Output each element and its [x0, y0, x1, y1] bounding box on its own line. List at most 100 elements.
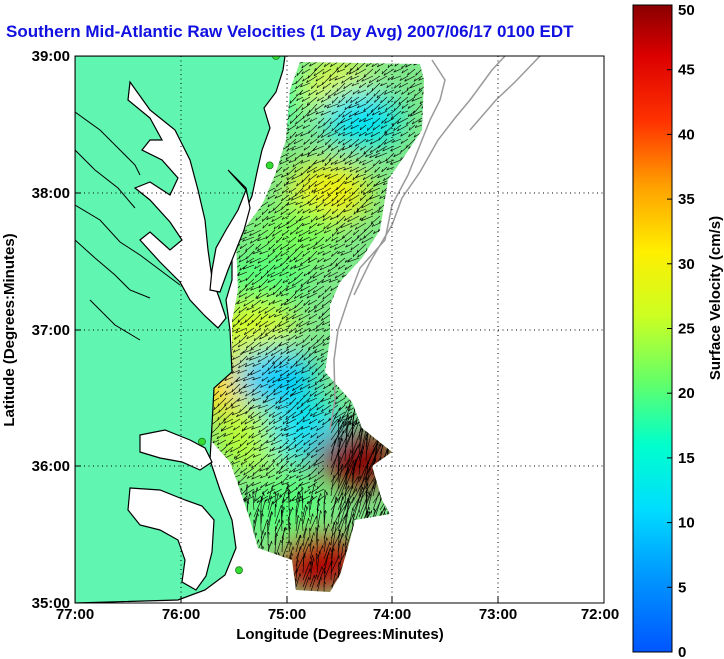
- velocity-vector-head: [344, 107, 347, 111]
- velocity-vector: [308, 180, 318, 189]
- velocity-vector-head: [268, 385, 271, 389]
- velocity-vector: [334, 271, 346, 279]
- velocity-vector: [374, 166, 381, 173]
- velocity-vector: [224, 397, 234, 406]
- velocity-vector-head: [300, 426, 304, 430]
- velocity-vector-head: [374, 71, 376, 75]
- velocity-vector: [289, 271, 297, 277]
- velocity-vector: [371, 208, 381, 216]
- velocity-vector-head: [275, 258, 278, 262]
- velocity-vector-head: [272, 233, 275, 237]
- velocity-vector-head: [356, 67, 359, 71]
- velocity-vector-head: [239, 322, 242, 326]
- velocity-vector: [314, 383, 325, 391]
- velocity-vector: [296, 404, 304, 410]
- velocity-vector-head: [330, 288, 333, 292]
- velocity-vector-head: [239, 391, 243, 394]
- velocity-vector: [370, 138, 381, 145]
- velocity-vector-head: [237, 450, 240, 454]
- velocity-vector-head: [274, 210, 277, 214]
- velocity-vector: [331, 124, 339, 132]
- velocity-vector: [296, 474, 304, 479]
- velocity-vector-head: [241, 428, 243, 432]
- velocity-vector-head: [303, 394, 305, 398]
- velocity-vector-head: [277, 492, 280, 496]
- velocity-vector: [344, 476, 359, 497]
- velocity-vector: [237, 446, 248, 454]
- velocity-vector: [287, 215, 297, 225]
- velocity-vector: [266, 467, 276, 476]
- velocity-vector: [287, 483, 290, 504]
- velocity-vector-head: [294, 169, 297, 173]
- velocity-vector-head: [310, 427, 313, 430]
- velocity-vector: [330, 159, 339, 165]
- velocity-vector: [323, 510, 326, 532]
- velocity-vector-head: [278, 552, 280, 556]
- velocity-vector: [316, 538, 318, 553]
- velocity-vector: [330, 407, 340, 427]
- velocity-vector: [321, 299, 332, 308]
- y-tick-label: 37:00: [32, 322, 70, 339]
- velocity-vector-head: [321, 303, 324, 308]
- velocity-vector: [346, 68, 353, 76]
- velocity-vector: [260, 383, 269, 388]
- velocity-vector: [301, 187, 311, 193]
- velocity-vector-head: [418, 87, 421, 91]
- velocity-vector-head: [339, 529, 341, 533]
- velocity-vector-head: [308, 346, 310, 350]
- velocity-vector: [351, 476, 366, 504]
- velocity-vector-head: [296, 406, 299, 410]
- velocity-vector-head: [238, 365, 241, 369]
- velocity-vector-head: [380, 100, 382, 104]
- colorbar-tick-label: 20: [678, 385, 695, 402]
- velocity-vector-head: [341, 438, 343, 442]
- velocity-vector-head: [318, 294, 320, 299]
- velocity-vector-head: [351, 191, 354, 195]
- velocity-vector-head: [407, 105, 410, 109]
- velocity-vector: [337, 250, 346, 254]
- velocity-vector: [336, 82, 346, 92]
- velocity-vector-head: [348, 162, 352, 165]
- velocity-vector-head: [349, 500, 351, 504]
- velocity-vector: [314, 103, 325, 111]
- velocity-vector-head: [303, 552, 306, 556]
- velocity-vector-head: [306, 281, 309, 284]
- velocity-vector-head: [306, 247, 309, 251]
- velocity-vector-head: [296, 183, 298, 187]
- velocity-vector: [307, 96, 318, 106]
- map-plot: [75, 56, 604, 603]
- velocity-vector-head: [331, 181, 334, 185]
- velocity-vector-head: [291, 176, 294, 180]
- velocity-vector: [289, 467, 297, 474]
- velocity-vector-head: [252, 421, 255, 424]
- velocity-vector: [406, 96, 416, 104]
- velocity-vector: [235, 453, 248, 460]
- velocity-vector-head: [286, 182, 289, 185]
- speed-region: [214, 299, 295, 360]
- velocity-vector: [259, 467, 269, 472]
- velocity-vector: [254, 264, 262, 270]
- velocity-vector-head: [248, 435, 250, 439]
- velocity-vector-head: [260, 332, 263, 336]
- velocity-vector: [308, 264, 318, 275]
- velocity-vector-head: [334, 439, 337, 443]
- velocity-vector: [308, 229, 318, 235]
- velocity-vector-head: [378, 112, 381, 116]
- velocity-vector: [290, 362, 297, 369]
- velocity-vector: [368, 75, 381, 84]
- velocity-vector: [364, 131, 374, 136]
- velocity-vector-head: [302, 78, 305, 82]
- velocity-vector: [260, 513, 263, 525]
- velocity-vector-head: [299, 492, 301, 496]
- velocity-vector-head: [326, 492, 328, 496]
- velocity-vector: [331, 180, 339, 185]
- velocity-vector-head: [224, 378, 227, 381]
- velocity-vector-head: [274, 426, 277, 430]
- velocity-vector-head: [269, 448, 271, 452]
- velocity-vector-head: [415, 72, 417, 76]
- velocity-vector: [295, 243, 304, 252]
- velocity-vector: [234, 334, 241, 340]
- velocity-vector: [363, 145, 374, 155]
- velocity-vector: [285, 313, 297, 321]
- velocity-vector: [359, 117, 367, 123]
